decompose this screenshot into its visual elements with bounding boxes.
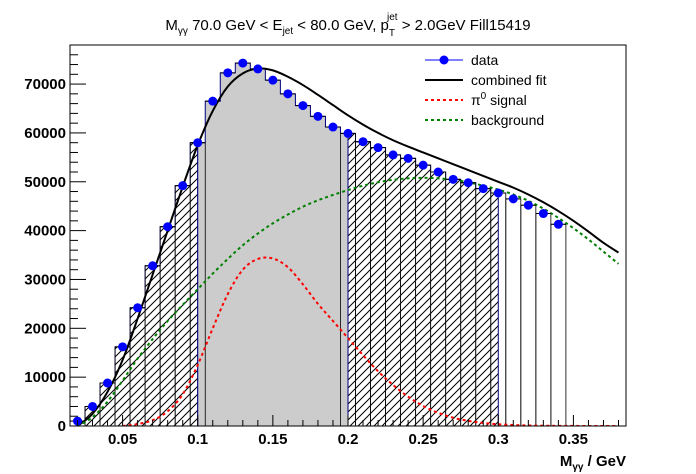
legend-label: π0 signal [471, 91, 527, 108]
data-point [178, 181, 188, 191]
x-tick-label: 0.3 [488, 431, 509, 448]
x-axis-label: Mγγ / GeV [560, 453, 626, 473]
data-point [283, 89, 293, 99]
data-point [193, 138, 203, 148]
x-tick-label: 0.25 [409, 431, 438, 448]
data-point [433, 167, 443, 177]
x-tick-label: 0.05 [108, 431, 137, 448]
data-point [133, 303, 143, 313]
legend-label: combined fit [471, 72, 547, 88]
data-point [493, 188, 503, 198]
data-points [70, 58, 566, 426]
legend: data combined fit π0 signal background [425, 52, 547, 128]
data-point [463, 178, 473, 188]
y-tick-label: 10000 [24, 369, 66, 386]
data-point [478, 184, 488, 194]
data-point [253, 64, 263, 74]
data-point [88, 401, 98, 411]
data-point [148, 261, 158, 271]
data-point [118, 342, 128, 352]
legend-label: data [471, 52, 498, 68]
data-point [538, 209, 548, 219]
y-tick-label: 20000 [24, 320, 66, 337]
x-tick-label: 0.2 [338, 431, 359, 448]
y-tick-label: 50000 [24, 174, 66, 191]
legend-marker [439, 55, 449, 65]
data-point [298, 101, 308, 111]
data-point [343, 128, 353, 138]
fit-regions [77, 62, 499, 426]
data-point [358, 137, 368, 147]
y-axis: 0 10000 20000 30000 40000 50000 60000 70000 [24, 44, 86, 435]
data-point [328, 122, 338, 132]
data-point [208, 96, 218, 106]
x-axis: 0.05 0.1 0.15 0.2 0.25 0.3 0.35 [77, 415, 619, 448]
data-point [523, 200, 533, 210]
y-tick-label: 30000 [24, 271, 66, 288]
x-tick-label: 0.15 [258, 431, 287, 448]
chart-title: Mγγ 70.0 GeV < Ejet < 80.0 GeV, pTjet > … [165, 12, 530, 39]
y-tick-label: 70000 [24, 76, 66, 93]
data-point [373, 143, 383, 153]
histogram-bin [520, 204, 537, 426]
x-tick-label: 0.1 [187, 431, 208, 448]
x-tick-label: 0.35 [559, 431, 588, 448]
data-point [448, 174, 458, 184]
data-point [163, 222, 173, 232]
data-point [238, 58, 248, 68]
series-line-3 [77, 176, 620, 426]
data-point [313, 111, 323, 121]
y-tick-label: 0 [58, 418, 66, 435]
legend-label: background [471, 112, 544, 128]
data-point [508, 194, 518, 204]
signal-window-region [197, 62, 349, 426]
y-tick-label: 40000 [24, 223, 66, 240]
y-tick-label: 60000 [24, 125, 66, 142]
data-point [388, 150, 398, 160]
histogram-bin [505, 198, 522, 426]
data-point [268, 75, 278, 85]
data-point [418, 160, 428, 170]
data-point [223, 68, 233, 78]
data-point [403, 153, 413, 163]
histogram-bin [535, 213, 552, 426]
data-point [103, 378, 113, 388]
data-point [553, 219, 563, 229]
histogram-bin [550, 223, 567, 426]
